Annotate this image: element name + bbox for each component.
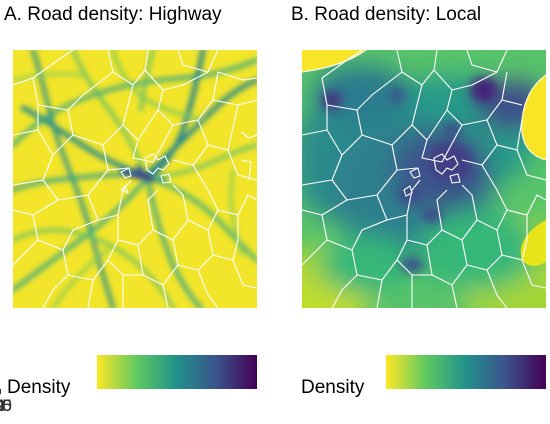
legend-tick-label: 0.0: [0, 396, 12, 415]
panel-b-title: B. Road density: Local: [291, 4, 482, 25]
local-map-low-corner-nw: [302, 50, 366, 72]
local-map-low-corner-ne: [521, 75, 546, 160]
legend-tick-label: 4: [0, 396, 5, 416]
local-zone-boundaries: [302, 50, 546, 308]
legend-tick-label: 7.5: [0, 396, 12, 415]
legend-b-colorbar: [386, 355, 546, 389]
local-map-low-patch-e: [520, 220, 546, 266]
highway-zone-boundaries: [13, 50, 257, 308]
legend-tick-mark: [0, 389, 1, 394]
local-density-map: [302, 50, 546, 308]
legend-tick-label: 2: [0, 396, 5, 416]
legend-b-title: Density: [301, 377, 365, 398]
highway-density-map: [13, 50, 257, 308]
panel-a-title: A. Road density: Highway: [4, 4, 222, 25]
legend-tick-label: 0: [0, 396, 5, 416]
legend-tick-label: 5.0: [0, 396, 12, 415]
legend-a-title: Density: [7, 377, 71, 398]
legend-a-colorbar: [97, 355, 257, 389]
legend-tick-label: 2.5: [0, 396, 12, 415]
